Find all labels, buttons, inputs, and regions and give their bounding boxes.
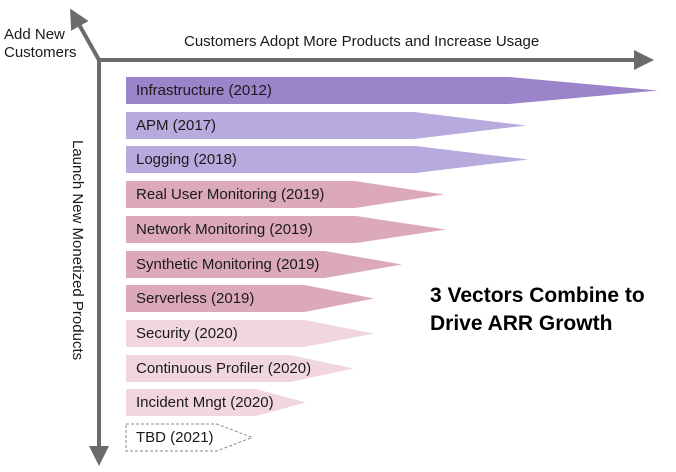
product-arrow-shape — [126, 146, 528, 173]
product-arrow-shape — [125, 423, 254, 452]
product-arrow: APM (2017) — [126, 112, 526, 139]
add-new-customers-label: Add New Customers — [4, 26, 77, 61]
product-arrow-shape — [126, 112, 526, 139]
product-arrow-shape — [126, 216, 446, 243]
product-label: Continuous Profiler (2020) — [136, 360, 312, 377]
product-arrow-shape — [126, 77, 658, 104]
product-label: Incident Mngt (2020) — [136, 394, 274, 411]
product-label: Security (2020) — [136, 325, 238, 342]
product-label: Infrastructure (2012) — [136, 82, 272, 99]
headline: 3 Vectors Combine to Drive ARR Growth — [430, 284, 645, 335]
product-arrow: Infrastructure (2012) — [126, 77, 658, 104]
product-arrow: TBD (2021) — [125, 423, 254, 452]
product-arrow-shape — [126, 181, 444, 208]
product-label: APM (2017) — [136, 117, 217, 134]
product-arrow-shape — [126, 251, 402, 278]
product-arrow: Serverless (2019) — [126, 285, 374, 312]
product-label: TBD (2021) — [136, 429, 214, 446]
product-arrow: Synthetic Monitoring (2019) — [126, 251, 402, 278]
product-arrow-shape — [126, 285, 374, 312]
product-arrow-shape — [126, 320, 374, 347]
product-arrow: Incident Mngt (2020) — [126, 389, 306, 416]
product-arrow: Continuous Profiler (2020) — [126, 355, 354, 382]
product-arrow: Real User Monitoring (2019) — [126, 181, 444, 208]
product-label: Real User Monitoring (2019) — [136, 186, 325, 203]
product-arrow: Security (2020) — [126, 320, 374, 347]
product-arrow-shape — [126, 355, 354, 382]
product-label: Synthetic Monitoring (2019) — [136, 256, 320, 273]
product-label: Serverless (2019) — [136, 290, 255, 307]
product-arrow: Network Monitoring (2019) — [126, 216, 446, 243]
product-label: Logging (2018) — [136, 151, 237, 168]
product-arrow: Logging (2018) — [126, 146, 528, 173]
product-label: Network Monitoring (2019) — [136, 221, 313, 238]
adopt-more-products-label: Customers Adopt More Products and Increa… — [184, 33, 540, 50]
customers-axis-arrow — [70, 8, 101, 61]
product-arrow-shape — [126, 389, 306, 416]
